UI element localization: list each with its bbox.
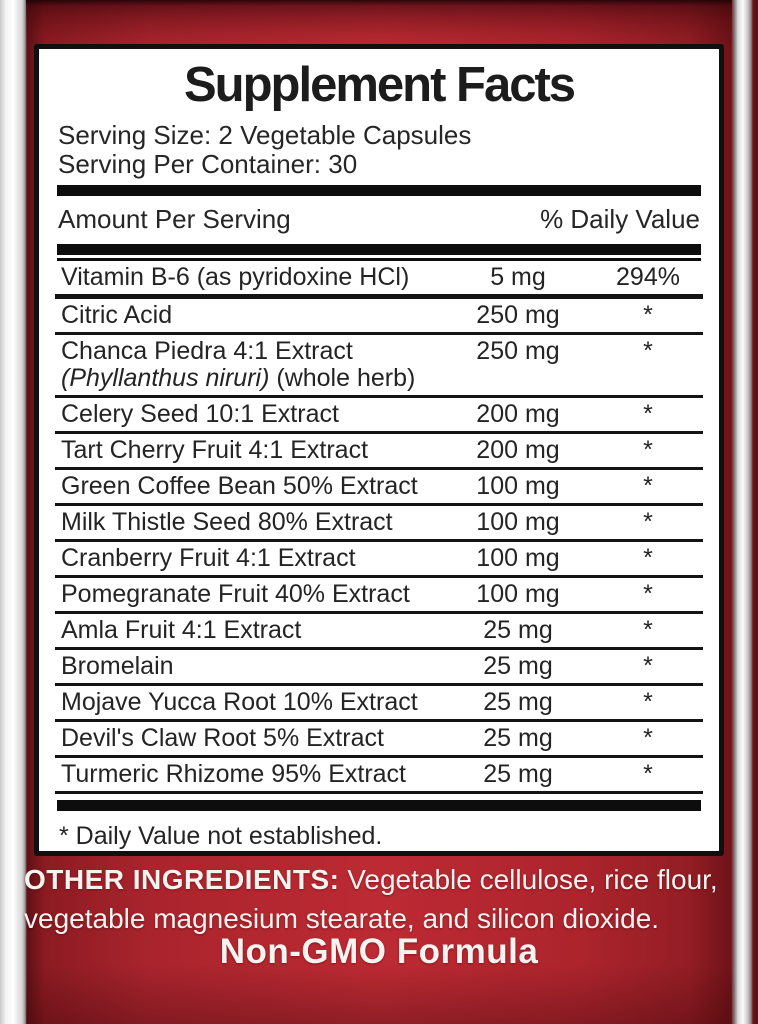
table-row: Amla Fruit 4:1 Extract 25 mg * [55, 614, 703, 650]
table-row: Citric Acid 250 mg * [55, 299, 703, 335]
divider-bar-thin [57, 258, 701, 261]
table-row: Turmeric Rhizome 95% Extract 25 mg * [55, 758, 703, 794]
ingredient-amount: 25 mg [483, 760, 553, 788]
table-row: Pomegranate Fruit 40% Extract 100 mg * [55, 578, 703, 614]
divider-bar-top [57, 185, 701, 196]
ingredient-name: Devil's Claw Root 5% Extract [61, 724, 384, 752]
ingredient-daily-value: * [643, 436, 653, 464]
ingredient-amount: 25 mg [483, 652, 553, 680]
ingredient-amount: 100 mg [476, 472, 560, 500]
ingredient-daily-value: * [643, 544, 653, 572]
serving-size-line: Serving Size: 2 Vegetable Capsules [58, 120, 472, 150]
ingredient-name: Celery Seed 10:1 Extract [61, 400, 339, 428]
ingredient-table: Vitamin B-6 (as pyridoxine HCl) 5 mg 294% C… [55, 261, 703, 794]
ingredient-name: Amla Fruit 4:1 Extract [61, 616, 302, 644]
column-header-dv: % Daily Value [540, 204, 700, 234]
ingredient-name: Pomegranate Fruit 40% Extract [61, 580, 410, 608]
table-row: Cranberry Fruit 4:1 Extract 100 mg * [55, 542, 703, 578]
table-row: Devil's Claw Root 5% Extract 25 mg * [55, 722, 703, 758]
ingredient-amount: 25 mg [483, 724, 553, 752]
ingredient-daily-value: * [643, 616, 653, 644]
label-top-shadow [26, 0, 732, 50]
divider-bar-bottom [57, 800, 701, 811]
ingredient-name: Citric Acid [61, 301, 173, 329]
table-row: Mojave Yucca Root 10% Extract 25 mg * [55, 686, 703, 722]
label-bottom-shadow [26, 964, 732, 1024]
ingredient-amount: 100 mg [476, 544, 560, 572]
panel-title: Supplement Facts [183, 58, 576, 112]
table-row: Bromelain 25 mg * [55, 650, 703, 686]
column-header-amount: Amount Per Serving [58, 204, 291, 234]
ingredient-amount: 200 mg [476, 400, 560, 428]
ingredient-name: Vitamin B-6 (as pyridoxine HCl) [61, 263, 410, 291]
dv-footnote: * Daily Value not established. [59, 822, 383, 850]
ingredient-amount: 100 mg [476, 580, 560, 608]
ingredient-amount: 250 mg [476, 337, 560, 365]
ingredient-daily-value: * [643, 337, 653, 365]
table-row: Chanca Piedra 4:1 Extract (Phyllanthus ni… [55, 335, 703, 398]
ingredient-name: Cranberry Fruit 4:1 Extract [61, 544, 356, 572]
servings-per-container-line: Serving Per Container: 30 [58, 149, 358, 179]
supplement-facts-panel: Supplement Facts Serving Size: 2 Vegetab… [34, 44, 724, 856]
table-row: Vitamin B-6 (as pyridoxine HCl) 5 mg 294% [55, 261, 703, 299]
non-gmo-claim: Non-GMO Formula [219, 932, 539, 971]
table-header: Amount Per Serving % Daily Value [53, 196, 705, 244]
ingredient-amount: 200 mg [476, 436, 560, 464]
divider-bar-group [53, 244, 705, 261]
ingredient-daily-value: * [643, 301, 653, 329]
table-row: Milk Thistle Seed 80% Extract 100 mg * [55, 506, 703, 542]
ingredient-name: Green Coffee Bean 50% Extract [61, 472, 418, 500]
ingredient-daily-value: * [643, 688, 653, 716]
ingredient-daily-value: * [643, 472, 653, 500]
divider-bar-thick [57, 244, 701, 255]
ingredient-daily-value: * [643, 652, 653, 680]
ingredient-name: Milk Thistle Seed 80% Extract [61, 508, 393, 536]
ingredient-name: Bromelain [61, 652, 174, 680]
other-ingredients-label: OTHER INGREDIENTS: [24, 864, 340, 895]
ingredient-name: Mojave Yucca Root 10% Extract [61, 688, 418, 716]
ingredient-name: Tart Cherry Fruit 4:1 Extract [61, 436, 369, 464]
ingredient-name: Chanca Piedra 4:1 Extract (Phyllanthus ni… [61, 337, 416, 392]
ingredient-amount: 5 mg [490, 263, 546, 291]
other-ingredients-text: OTHER INGREDIENTS: Vegetable cellulose, … [24, 860, 740, 938]
table-row: Celery Seed 10:1 Extract 200 mg * [55, 398, 703, 434]
table-row: Green Coffee Bean 50% Extract 100 mg * [55, 470, 703, 506]
ingredient-amount: 25 mg [483, 616, 553, 644]
ingredient-daily-value: * [643, 400, 653, 428]
ingredient-daily-value: * [643, 508, 653, 536]
ingredient-daily-value: * [643, 724, 653, 752]
ingredient-daily-value: 294% [616, 263, 680, 291]
serving-info: Serving Size: 2 Vegetable Capsules Servi… [58, 121, 705, 179]
ingredient-amount: 25 mg [483, 688, 553, 716]
ingredient-daily-value: * [643, 580, 653, 608]
table-row: Tart Cherry Fruit 4:1 Extract 200 mg * [55, 434, 703, 470]
other-ingredients-list: Vegetable cellulose, rice flour, vegetab… [24, 864, 718, 934]
ingredient-daily-value: * [643, 760, 653, 788]
ingredient-name: Turmeric Rhizome 95% Extract [61, 760, 406, 788]
ingredient-amount: 100 mg [476, 508, 560, 536]
ingredient-amount: 250 mg [476, 301, 560, 329]
